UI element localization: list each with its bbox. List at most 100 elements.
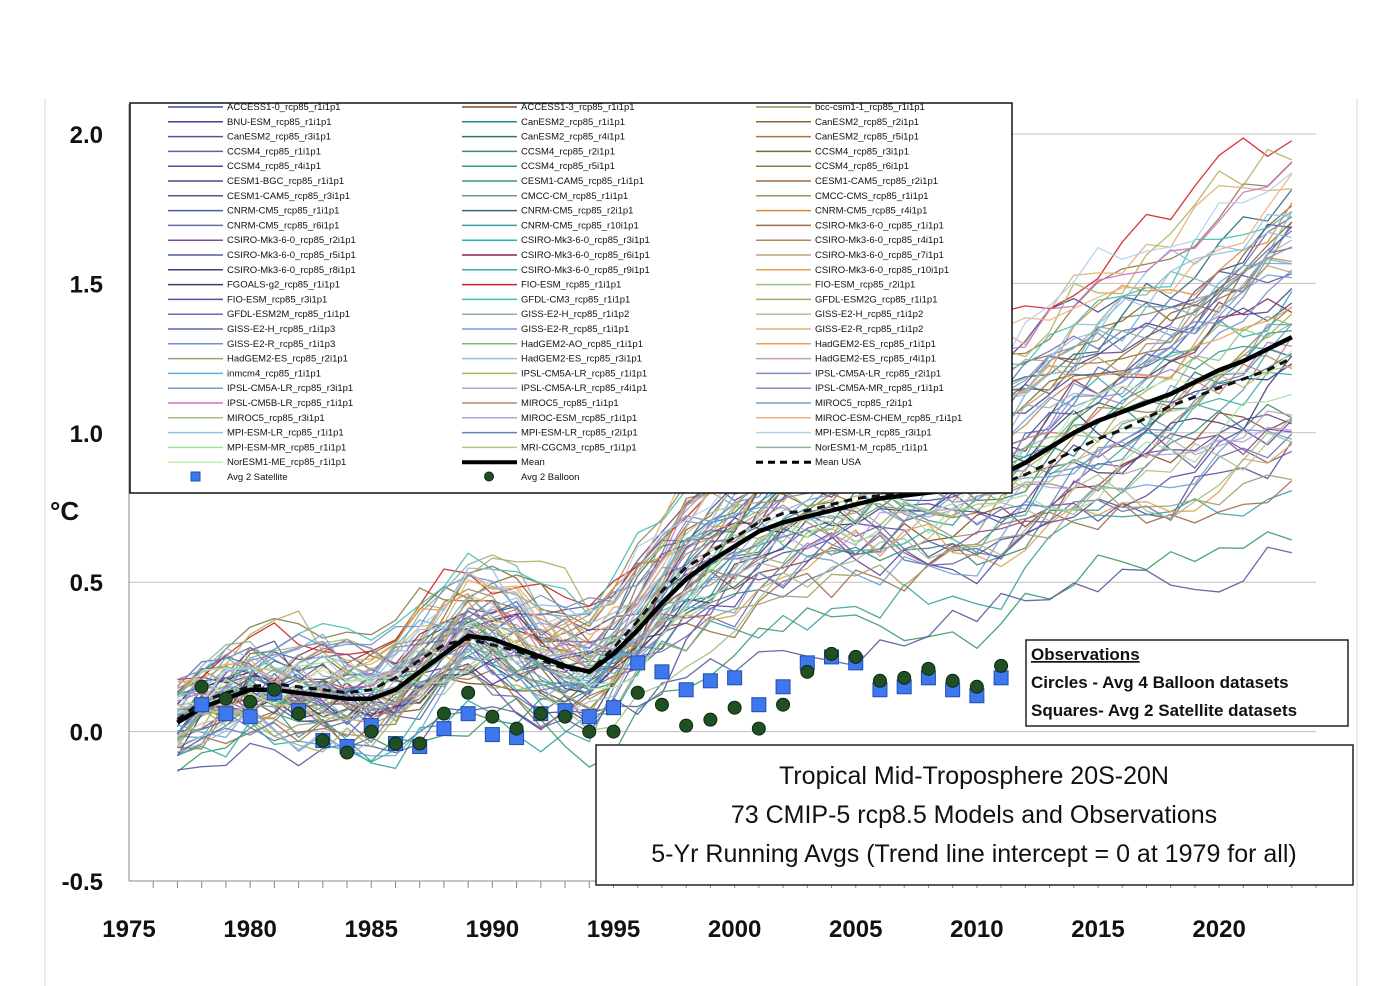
x-tick-label-1990: 1990: [466, 916, 519, 943]
legend-label-66: MIROC-ESM-CHEM_rcp85_r1i1p1: [815, 413, 962, 424]
legend-label-4: BNU-ESM_rcp85_r1i1p1: [227, 117, 332, 128]
legend-label-1: ACCESS1-0_rcp85_r1i1p1: [227, 102, 341, 113]
balloon-point-1985: [364, 724, 379, 739]
balloon-point-1990: [485, 709, 500, 724]
legend-label-34: CSIRO-Mk3-6-0_rcp85_r8i1p1: [227, 265, 356, 276]
legend-label-39: FIO-ESM_rcp85_r2i1p1: [815, 280, 915, 291]
title-box: Tropical Mid-Troposphere 20S-20N 73 CMIP…: [595, 744, 1354, 886]
balloon-point-1989: [461, 685, 476, 700]
legend-label-50: HadGEM2-AO_rcp85_r1i1p1: [521, 339, 643, 350]
legend-label-68: MPI-ESM-LR_rcp85_r2i1p1: [521, 428, 638, 439]
legend-label-72: NorESM1-M_rcp85_r1i1p1: [815, 442, 928, 453]
balloon-point-2000: [727, 700, 742, 715]
x-tick-label-2020: 2020: [1192, 916, 1245, 943]
balloon-point-1986: [388, 736, 403, 751]
legend-label-61: IPSL-CM5B-LR_rcp85_r1i1p1: [227, 398, 353, 409]
legend-swatch-satellite: [190, 471, 201, 482]
model-line-29: [176, 291, 1293, 739]
balloon-point-1979: [218, 691, 233, 706]
legend-label-54: HadGEM2-ES_rcp85_r4i1p1: [815, 354, 936, 365]
balloon-point-1997: [654, 697, 669, 712]
balloon-point-2002: [776, 697, 791, 712]
legend-label-21: CMCC-CMS_rcp85_r1i1p1: [815, 191, 929, 202]
observations-box: Observations Circles - Avg 4 Balloon dat…: [1025, 639, 1349, 727]
legend-label-3: bcc-csm1-1_rcp85_r1i1p1: [815, 102, 925, 113]
legend-label-70: MPI-ESM-MR_rcp85_r1i1p1: [227, 442, 346, 453]
legend-label-46: GISS-E2-H_rcp85_r1i1p3: [227, 324, 335, 335]
balloon-point-2006: [872, 673, 887, 688]
y-axis-label: °C: [50, 496, 79, 526]
legend-label-45: GISS-E2-H_rcp85_r1i1p2: [815, 309, 923, 320]
x-tick-label-1985: 1985: [345, 916, 398, 943]
legend-label-42: GFDL-ESM2G_rcp85_r1i1p1: [815, 294, 938, 305]
model-line-54: [177, 410, 1292, 711]
legend-label-65: MIROC-ESM_rcp85_r1i1p1: [521, 413, 637, 424]
observations-heading: Observations: [1031, 645, 1140, 664]
balloon-point-1992: [533, 706, 548, 721]
legend-label-15: CCSM4_rcp85_r6i1p1: [815, 161, 909, 172]
legend-label-37: FGOALS-g2_rcp85_r1i1p1: [227, 280, 340, 291]
legend-label-satellite: Avg 2 Satellite: [227, 472, 288, 483]
satellite-point-1979: [218, 706, 234, 722]
satellite-point-2001: [751, 697, 767, 713]
legend-label-27: CSIRO-Mk3-6-0_rcp85_r1i1p1: [815, 220, 944, 231]
balloon-point-1998: [679, 718, 694, 733]
x-tick-label-1995: 1995: [587, 916, 640, 943]
satellite-point-1998: [678, 682, 694, 698]
balloon-point-2004: [824, 646, 839, 661]
legend-label-mean-usa: Mean USA: [815, 457, 862, 468]
legend-label-8: CanESM2_rcp85_r4i1p1: [521, 132, 625, 143]
legend-label-67: MPI-ESM-LR_rcp85_r1i1p1: [227, 428, 344, 439]
model-line-62: [177, 336, 1293, 724]
legend-label-19: CESM1-CAM5_rcp85_r3i1p1: [227, 191, 350, 202]
legend-label-28: CSIRO-Mk3-6-0_rcp85_r2i1p1: [227, 235, 356, 246]
observations-box-frame: [1025, 639, 1349, 727]
legend-label-53: HadGEM2-ES_rcp85_r3i1p1: [521, 354, 642, 365]
legend-label-16: CESM1-BGC_rcp85_r1i1p1: [227, 176, 344, 187]
axes: 1975 1980 1985 1990 1995 2000 2005 2010 2015 2020…: [62, 104, 1317, 943]
balloon-point-2010: [969, 679, 984, 694]
satellite-point-1978: [194, 697, 210, 713]
legend-label-63: MIROC5_rcp85_r2i1p1: [815, 398, 913, 409]
model-line-70: [176, 393, 1292, 699]
balloon-point-2005: [848, 649, 863, 664]
legend-label-60: IPSL-CM5A-MR_rcp85_r1i1p1: [815, 383, 944, 394]
model-line-65: [177, 426, 1292, 718]
x-tick-label-1975: 1975: [102, 916, 155, 943]
satellite-point-1989: [460, 706, 476, 722]
balloon-point-1999: [703, 712, 718, 727]
model-line-55: [177, 262, 1292, 698]
legend-label-52: HadGEM2-ES_rcp85_r2i1p1: [227, 354, 348, 365]
model-line-40: [176, 419, 1293, 724]
y-tick-label-2: 1.0: [70, 421, 103, 448]
observation-markers: [194, 646, 1009, 760]
satellite-point-1996: [630, 655, 646, 671]
chart-title-line-3: 5-Yr Running Avgs (Trend line intercept …: [651, 840, 1297, 868]
legend-swatch-balloon: [484, 471, 494, 482]
mean-usa-line: [176, 356, 1293, 721]
model-line-47: [177, 274, 1292, 757]
title-box-frame: [595, 744, 1354, 886]
y-tick-label-4: 0.0: [70, 720, 103, 747]
chart-title-line-1: Tropical Mid-Troposphere 20S-20N: [779, 762, 1169, 790]
legend-label-69: MPI-ESM-LR_rcp85_r3i1p1: [815, 428, 932, 439]
observations-line-1: Circles - Avg 4 Balloon datasets: [1031, 673, 1289, 692]
mean-line: [176, 335, 1293, 725]
legend-label-balloon: Avg 2 Balloon: [521, 472, 579, 483]
legend-label-32: CSIRO-Mk3-6-0_rcp85_r6i1p1: [521, 250, 650, 261]
legend-label-64: MIROC5_rcp85_r3i1p1: [227, 413, 325, 424]
model-line-72: [176, 258, 1292, 720]
legend-label-5: CanESM2_rcp85_r1i1p1: [521, 117, 625, 128]
model-line-52: [176, 474, 1292, 741]
satellite-point-1980: [242, 709, 258, 725]
balloon-point-2009: [945, 673, 960, 688]
x-tick-label-2005: 2005: [829, 916, 882, 943]
y-tick-label-3: 0.5: [70, 570, 103, 597]
legend-label-49: GISS-E2-R_rcp85_r1i1p3: [227, 339, 335, 350]
legend-label-38: FIO-ESM_rcp85_r1i1p1: [521, 280, 621, 291]
balloon-point-1982: [291, 706, 306, 721]
legend-label-22: CNRM-CM5_rcp85_r1i1p1: [227, 206, 339, 217]
legend-label-23: CNRM-CM5_rcp85_r2i1p1: [521, 206, 633, 217]
y-tick-label-0: 2.0: [70, 122, 103, 149]
legend-label-18: CESM1-CAM5_rcp85_r2i1p1: [815, 176, 938, 187]
